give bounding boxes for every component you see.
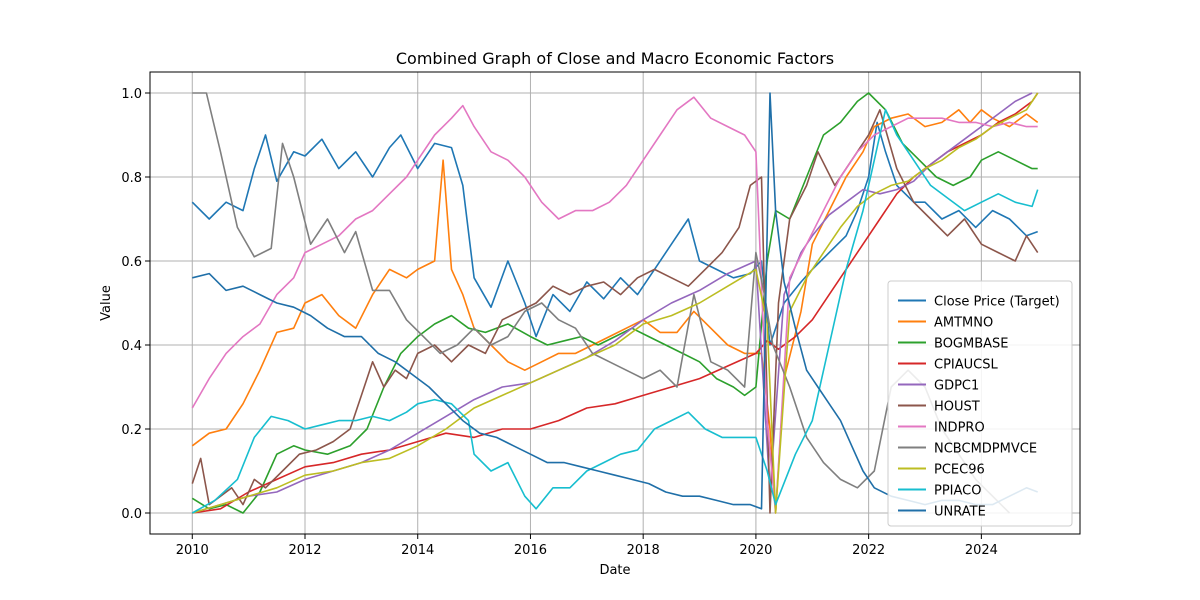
x-tick-label: 2012 (288, 543, 321, 558)
x-tick-label: 2024 (965, 543, 998, 558)
plot-area-frame (149, 71, 1081, 535)
series-lines (191, 92, 1039, 514)
x-tick-label: 2018 (627, 543, 660, 558)
legend-label-close-price-target: Close Price (Target) (934, 295, 1060, 310)
legend-box (887, 280, 1073, 527)
legend-label-cpiaucsl: CPIAUCSL (934, 358, 998, 373)
legend-label-houst: HOUST (934, 400, 980, 415)
y-tick-label: 0.6 (121, 255, 142, 270)
chart-title: Combined Graph of Close and Macro Econom… (396, 49, 834, 68)
series-line-ncbcmdpmvce (192, 92, 1011, 514)
x-tick-label: 2014 (401, 543, 434, 558)
y-tick-label: 0.8 (121, 171, 142, 186)
legend-label-ncbcmdpmvce: NCBCMDPMVCE (934, 442, 1037, 457)
legend-label-amtmno: AMTMNO (934, 316, 993, 331)
legend-label-pcec96: PCEC96 (934, 463, 985, 478)
y-axis: 0.0 0.2 0.4 0.6 0.8 1.0 (121, 87, 150, 522)
series-line-pcec96 (192, 92, 1039, 514)
x-tick-label: 2016 (514, 543, 547, 558)
series-line-ppiaco (191, 109, 1039, 514)
y-tick-label: 0.4 (121, 339, 142, 354)
legend: Close Price (Target) AMTMNO BOGMBASE CPIAUC… (887, 280, 1073, 527)
legend-label-gdpc1: GDPC1 (934, 379, 979, 394)
y-tick-label: 1.0 (121, 87, 142, 102)
legend-label-ppiaco: PPIACO (934, 484, 982, 499)
legend-label-bogmbase: BOGMBASE (934, 337, 1009, 352)
y-tick-label: 0.2 (121, 423, 142, 438)
y-axis-title: Value (99, 285, 114, 321)
x-axis-title: Date (599, 563, 630, 578)
x-axis: 2010 2012 2014 2016 2018 2020 2022 2024 (176, 534, 998, 558)
series-line-bogmbase (191, 92, 1038, 514)
x-tick-label: 2022 (852, 543, 885, 558)
x-tick-label: 2020 (739, 543, 772, 558)
y-tick-label: 0.0 (121, 507, 142, 522)
series-line-amtmno (191, 109, 1039, 514)
legend-label-unrate: UNRATE (934, 505, 986, 520)
x-tick-label: 2010 (176, 543, 209, 558)
legend-label-indpro: INDPRO (934, 421, 985, 436)
